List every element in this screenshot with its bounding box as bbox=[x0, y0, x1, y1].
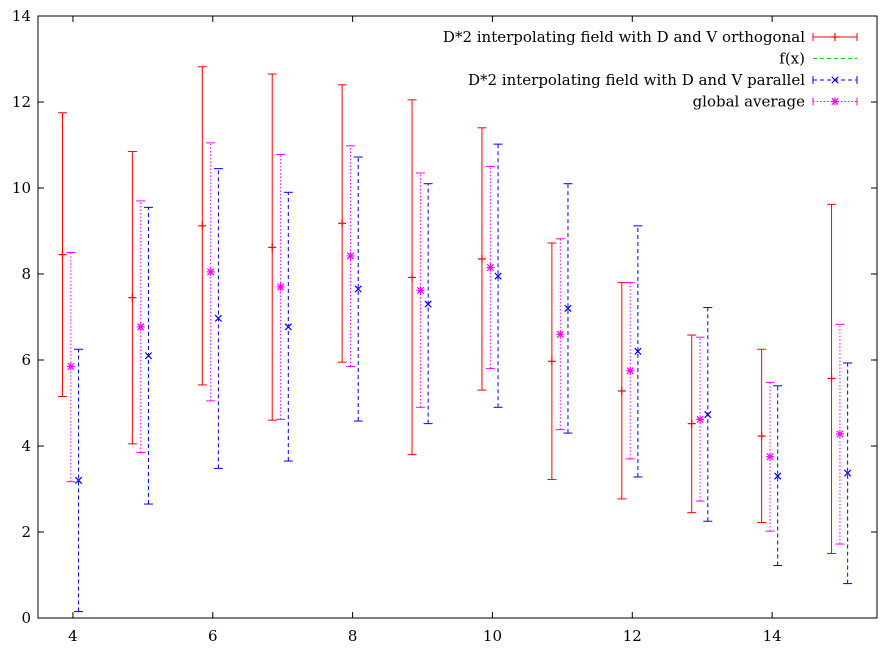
data-point bbox=[835, 429, 844, 438]
legend-entry: D*2 interpolating field with D and V ort… bbox=[443, 28, 858, 46]
legend-marker bbox=[831, 76, 839, 84]
data-point bbox=[757, 432, 766, 441]
data-point bbox=[494, 272, 502, 280]
data-point bbox=[58, 250, 67, 259]
data-point bbox=[617, 386, 626, 395]
x-tick-label: 6 bbox=[208, 627, 218, 645]
x-tick-label: 14 bbox=[763, 627, 782, 645]
legend-marker bbox=[831, 97, 839, 106]
data-point bbox=[416, 286, 425, 295]
series-layer bbox=[57, 66, 853, 613]
y-tick-label: 14 bbox=[12, 7, 31, 25]
data-point bbox=[486, 263, 495, 272]
data-point bbox=[354, 285, 362, 293]
data-point bbox=[556, 330, 565, 339]
data-point bbox=[346, 251, 355, 260]
data-point bbox=[276, 282, 285, 291]
data-point bbox=[704, 410, 712, 419]
data-point bbox=[424, 300, 432, 308]
data-point bbox=[547, 357, 556, 366]
data-point bbox=[766, 452, 775, 461]
legend-entry: global average bbox=[693, 93, 858, 111]
legend-entry: D*2 interpolating field with D and V par… bbox=[468, 71, 858, 89]
x-tick-label: 8 bbox=[348, 627, 358, 645]
data-point bbox=[136, 322, 145, 331]
data-point bbox=[564, 304, 572, 313]
plot-frame bbox=[37, 15, 878, 619]
x-tick-label: 12 bbox=[623, 627, 642, 645]
data-point bbox=[198, 221, 207, 230]
data-point bbox=[206, 267, 215, 276]
y-tick-label: 0 bbox=[21, 609, 31, 627]
data-point bbox=[687, 419, 696, 428]
data-point bbox=[626, 366, 635, 375]
data-point bbox=[144, 352, 153, 360]
series-3 bbox=[66, 142, 845, 545]
data-point bbox=[844, 469, 852, 477]
data-point bbox=[268, 243, 277, 252]
y-tick-label: 2 bbox=[21, 523, 31, 541]
data-point bbox=[128, 293, 137, 302]
data-point bbox=[634, 347, 642, 356]
legend-marker bbox=[831, 33, 839, 41]
series-0 bbox=[57, 66, 837, 554]
data-point bbox=[338, 219, 347, 228]
x-tick-label: 10 bbox=[483, 627, 502, 645]
axes: 0 2 4 6 8 10 12 14 4 6 8 10 12 14 bbox=[12, 7, 878, 645]
series-2 bbox=[74, 143, 853, 613]
data-point bbox=[774, 472, 782, 480]
legend-label: global average bbox=[693, 93, 806, 111]
data-point bbox=[408, 273, 417, 282]
y-tick-label: 4 bbox=[21, 437, 31, 455]
data-point bbox=[66, 362, 75, 371]
legend: D*2 interpolating field with D and V ort… bbox=[443, 28, 858, 111]
x-tick-label: 4 bbox=[68, 627, 78, 645]
legend-label: f(x) bbox=[779, 50, 805, 68]
legend-label: D*2 interpolating field with D and V par… bbox=[468, 71, 805, 89]
y-tick-label: 8 bbox=[21, 265, 31, 283]
data-point bbox=[827, 374, 836, 383]
y-tick-label: 6 bbox=[21, 351, 31, 369]
data-point bbox=[696, 415, 705, 424]
data-point bbox=[284, 323, 292, 331]
data-point bbox=[74, 476, 83, 485]
legend-label: D*2 interpolating field with D and V ort… bbox=[443, 28, 805, 46]
data-point bbox=[214, 314, 223, 322]
data-point bbox=[477, 254, 486, 263]
y-tick-label: 12 bbox=[12, 93, 31, 111]
legend-entry: f(x) bbox=[779, 50, 857, 68]
y-tick-label: 10 bbox=[12, 179, 31, 197]
